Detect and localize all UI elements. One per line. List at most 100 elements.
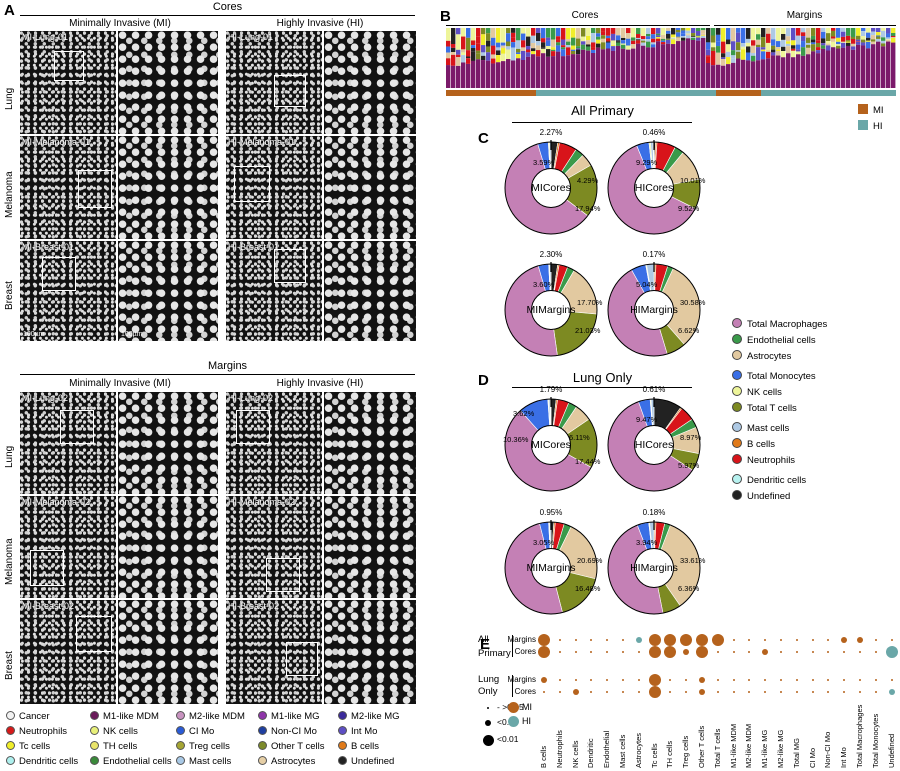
group-bar	[596, 90, 601, 96]
margins-row-breast: Breast	[4, 651, 15, 680]
legend-swatch-icon	[6, 726, 15, 735]
bubble-mark	[874, 651, 877, 653]
stacked-bar-segment	[671, 44, 676, 88]
stacked-bar-segment	[616, 41, 621, 43]
stacked-bar-segment	[446, 28, 451, 41]
stacked-bar-segment	[766, 58, 771, 88]
legend-item: Treg cells	[176, 741, 230, 752]
stacked-bar-segment	[556, 45, 561, 52]
bubble-mark	[648, 634, 661, 646]
stacked-bar-segment	[481, 55, 486, 61]
stacked-bar-segment	[876, 35, 881, 37]
group-bar	[801, 90, 806, 96]
stacked-bar-segment	[641, 36, 646, 40]
category-tick-label: B cells	[539, 745, 548, 768]
stacked-bar-segment	[516, 48, 521, 53]
bubble-mark	[696, 634, 708, 646]
legend-item: Dendritic cells	[6, 756, 78, 767]
stacked-bar-segment	[861, 31, 866, 37]
stacked-bar-segment	[726, 44, 731, 52]
stacked-bar-segment	[491, 45, 496, 55]
stacked-bar-segment	[891, 32, 896, 36]
stacked-bar-segment	[826, 41, 831, 44]
group-bar	[711, 90, 716, 96]
stacked-bar-segment	[666, 33, 671, 39]
donut-top-percent: 0.95%	[539, 508, 563, 517]
stacked-bar-segment	[621, 28, 626, 38]
stacked-bar-segment	[751, 40, 756, 46]
group-bar	[866, 90, 871, 96]
stacked-bar-segment	[711, 65, 716, 88]
bubble-mark	[543, 691, 545, 693]
stacked-bar-segment	[661, 42, 666, 45]
stacked-bar-segment	[621, 48, 626, 88]
stacked-bar-segment	[726, 51, 731, 58]
group-bar	[766, 90, 771, 96]
stacked-bar-segment	[676, 28, 681, 30]
stacked-bar-segment	[556, 28, 561, 37]
bubble-mark	[558, 679, 561, 681]
stacked-bar-segment	[496, 47, 501, 51]
stacked-bar-segment	[681, 36, 686, 38]
stacked-bar-segment	[756, 39, 761, 45]
bubble-mark	[716, 691, 719, 693]
bubble-mark	[795, 691, 798, 693]
legend-label: Total T cells	[747, 403, 797, 414]
legend-item: Astrocytes	[732, 350, 791, 362]
stacked-bar-segment	[646, 47, 651, 88]
stacked-bar-segment	[576, 46, 581, 49]
group-bar	[581, 90, 586, 96]
group-bar	[761, 90, 766, 96]
stacked-bar-segment	[606, 42, 611, 49]
stacked-bar-segment	[836, 48, 841, 88]
stacked-bar-segment	[721, 65, 726, 88]
center-label-line: Margins	[640, 304, 678, 316]
legend-item: MI	[858, 104, 884, 116]
stacked-bar-segment	[596, 36, 601, 40]
stacked-bar-segment	[826, 28, 831, 34]
stacked-bar-segment	[806, 42, 811, 45]
stacked-bar-segment	[461, 62, 466, 88]
legend-item: NK cells	[732, 386, 782, 398]
stacked-bar-segment	[626, 28, 631, 34]
stacked-bar-segment	[721, 57, 726, 60]
stacked-bar-segment	[801, 32, 806, 37]
group-bar	[546, 90, 551, 96]
stacked-bar-segment	[776, 41, 781, 48]
stacked-bar-segment	[841, 47, 846, 88]
stacked-bar-segment	[876, 41, 881, 88]
group-bar	[496, 90, 501, 96]
stacked-bar-segment	[731, 62, 736, 88]
stacked-bar-segment	[551, 28, 556, 40]
color-legend-mark	[508, 716, 519, 727]
bubble-mark	[780, 679, 782, 681]
stacked-bar-segment	[716, 41, 721, 47]
group-label: Lung	[478, 674, 500, 685]
stacked-bar-segment	[866, 28, 871, 33]
bubble-mark	[811, 651, 814, 653]
stacked-bar-segment	[851, 28, 856, 37]
stacked-bar-segment	[531, 48, 536, 52]
stacked-bar-segment	[631, 40, 636, 45]
legend-swatch-icon	[6, 741, 15, 750]
category-tick-label: Mast cells	[618, 734, 627, 768]
stacked-bar-segment	[771, 49, 776, 53]
group-bar	[701, 90, 706, 96]
category-tick-label: M2-like MDM	[744, 723, 754, 768]
stacked-bar-segment	[556, 42, 561, 46]
slice-percent-label: 20.69%	[577, 556, 603, 565]
stacked-bar-segment	[566, 47, 571, 56]
stacked-bar-segment	[596, 33, 601, 37]
stacked-bar-segment	[781, 33, 786, 40]
stacked-bar-segment	[466, 50, 471, 57]
bubble-mark	[811, 691, 814, 693]
stacked-bar-segment	[771, 52, 776, 56]
bubble-mark	[664, 634, 677, 646]
stacked-bar-segment	[586, 50, 591, 88]
stacked-bar-segment	[751, 28, 756, 41]
stacked-bar-segment	[766, 51, 771, 59]
bubble-mark	[696, 646, 708, 658]
legend-item: Undefined	[338, 756, 394, 767]
center-label-line: Cores	[645, 182, 674, 194]
stacked-bar-segment	[491, 63, 496, 88]
